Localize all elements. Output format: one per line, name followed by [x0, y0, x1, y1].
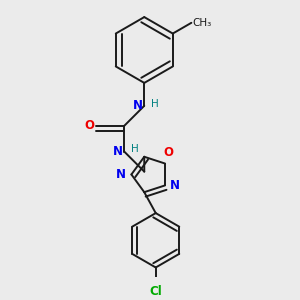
Text: O: O — [163, 146, 173, 159]
Text: CH₃: CH₃ — [193, 18, 212, 28]
Text: N: N — [170, 179, 180, 192]
Text: N: N — [116, 168, 126, 181]
Text: N: N — [113, 145, 123, 158]
Text: Cl: Cl — [149, 286, 162, 298]
Text: O: O — [84, 119, 94, 132]
Text: H: H — [131, 144, 139, 154]
Text: N: N — [133, 99, 143, 112]
Text: H: H — [152, 98, 159, 109]
